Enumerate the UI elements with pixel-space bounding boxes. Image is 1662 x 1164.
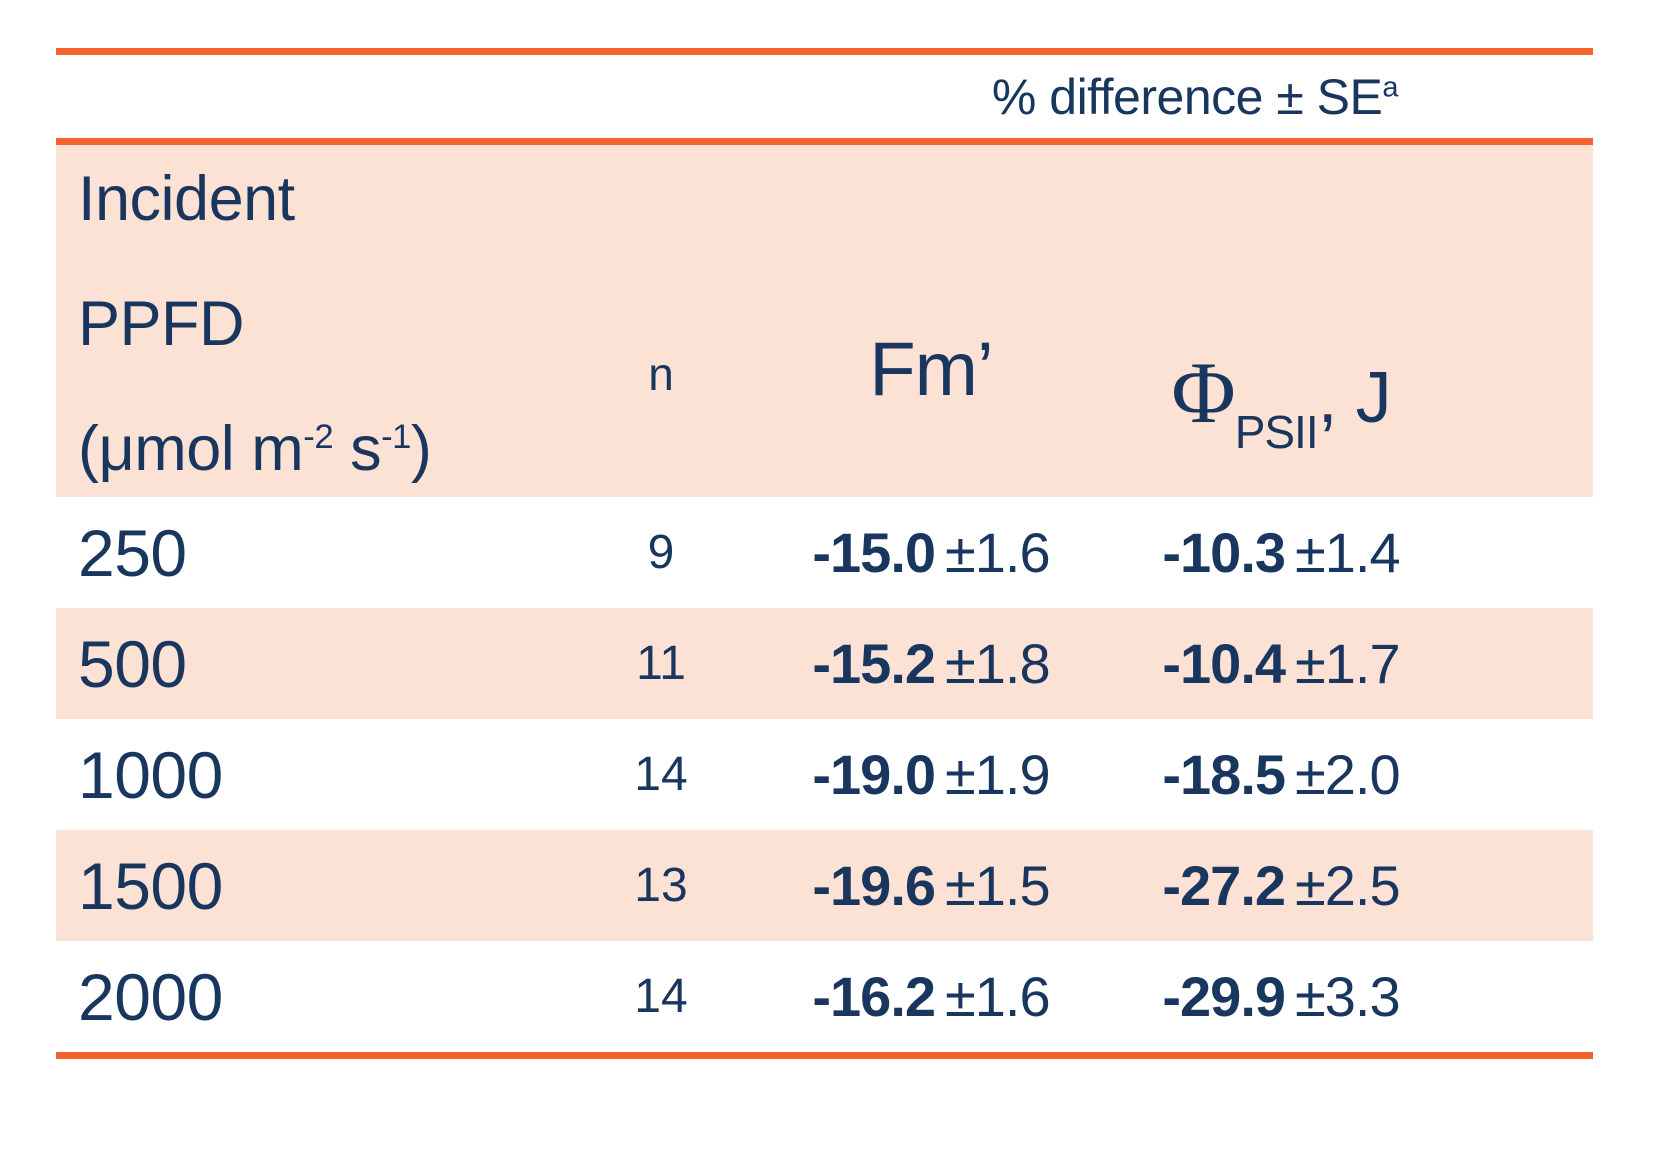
n-cell: 11 xyxy=(636,637,686,690)
mid-rule xyxy=(56,138,1593,145)
ppfd-cell: 250 xyxy=(78,515,187,590)
phi-value: -27.2 xyxy=(1162,854,1286,917)
unit-suffix: ) xyxy=(410,414,432,484)
fm-cell: -19.0 ±1.9 xyxy=(746,742,1116,807)
fm-cell: -15.2 ±1.8 xyxy=(746,631,1116,696)
table-row: 500 11 -15.2 ±1.8 -10.4 ±1.7 xyxy=(56,608,1593,719)
fm-column-header: Fm’ xyxy=(746,145,1116,497)
n-cell: 14 xyxy=(634,970,688,1023)
unit-superscript-minus1: -1 xyxy=(381,418,411,456)
ppfd-cell: 1000 xyxy=(78,737,223,812)
table-row: 2000 14 -16.2 ±1.6 -29.9 ±3.3 xyxy=(56,941,1593,1052)
fm-se: ±1.6 xyxy=(945,965,1051,1028)
unit-mid: s xyxy=(333,414,382,484)
incident-ppfd-header: Incident PPFD (μmol m-2 s-1) xyxy=(56,145,576,497)
n-label: n xyxy=(648,348,674,400)
table-row: 250 9 -15.0 ±1.6 -10.3 ±1.4 xyxy=(56,497,1593,608)
column-header-row: Incident PPFD (μmol m-2 s-1) n Fm’ ΦPSII… xyxy=(56,145,1593,497)
spanner-header-row: % difference ± SEa xyxy=(56,55,1593,138)
ppfd-cell: 500 xyxy=(78,626,187,701)
fm-label: Fm’ xyxy=(869,327,994,412)
phi-se: ±2.5 xyxy=(1295,854,1401,917)
ppfd-cell: 2000 xyxy=(78,959,223,1034)
phi-value: -18.5 xyxy=(1162,743,1286,806)
phi-subscript-psii: PSII xyxy=(1234,406,1319,458)
fm-value: -19.6 xyxy=(812,854,936,917)
phi-cell: -10.3 ±1.4 xyxy=(1116,520,1446,585)
ppfd-cell: 1500 xyxy=(78,848,223,923)
phi-psii-label: ΦPSII, J xyxy=(1171,350,1392,456)
fm-se: ±1.5 xyxy=(945,854,1051,917)
percent-difference-label: % difference ± SE xyxy=(991,68,1383,125)
fm-value: -16.2 xyxy=(812,965,936,1028)
unit-prefix: (μmol m xyxy=(78,414,304,484)
phi-suffix-j: , J xyxy=(1317,358,1392,438)
phi-cell: -10.4 ±1.7 xyxy=(1116,631,1446,696)
n-cell: 14 xyxy=(634,748,688,801)
phi-cell: -18.5 ±2.0 xyxy=(1116,742,1446,807)
incident-line: Incident xyxy=(78,164,295,234)
fm-cell: -15.0 ±1.6 xyxy=(746,520,1116,585)
fm-cell: -19.6 ±1.5 xyxy=(746,853,1116,918)
phi-value: -10.4 xyxy=(1162,632,1286,695)
fm-value: -15.0 xyxy=(812,521,936,584)
phi-psii-column-header: ΦPSII, J xyxy=(1116,145,1446,497)
fm-se: ±1.8 xyxy=(945,632,1051,695)
n-cell: 13 xyxy=(634,859,688,912)
phi-se: ±2.0 xyxy=(1295,743,1401,806)
phi-value: -10.3 xyxy=(1162,521,1286,584)
bottom-rule xyxy=(56,1052,1593,1059)
n-cell: 9 xyxy=(647,526,675,579)
table-row: 1500 13 -19.6 ±1.5 -27.2 ±2.5 xyxy=(56,830,1593,941)
percent-difference-header: % difference ± SEa xyxy=(991,68,1399,126)
phi-value: -29.9 xyxy=(1162,965,1286,1028)
ppfd-units-line: (μmol m-2 s-1) xyxy=(78,413,576,485)
fm-se: ±1.6 xyxy=(945,521,1051,584)
ppfd-line: PPFD xyxy=(78,289,245,359)
n-column-header: n xyxy=(576,145,746,497)
unit-superscript-minus2: -2 xyxy=(303,418,334,456)
table-row: 1000 14 -19.0 ±1.9 -18.5 ±2.0 xyxy=(56,719,1593,830)
footnote-marker-a: a xyxy=(1382,70,1398,103)
top-rule xyxy=(56,48,1593,55)
phi-cell: -29.9 ±3.3 xyxy=(1116,964,1446,1029)
fm-cell: -16.2 ±1.6 xyxy=(746,964,1116,1029)
phi-se: ±1.7 xyxy=(1295,632,1401,695)
fm-value: -19.0 xyxy=(812,743,936,806)
phi-se: ±1.4 xyxy=(1295,521,1401,584)
phi-symbol: Φ xyxy=(1171,345,1235,442)
phi-cell: -27.2 ±2.5 xyxy=(1116,853,1446,918)
fm-se: ±1.9 xyxy=(945,743,1051,806)
fm-value: -15.2 xyxy=(812,632,936,695)
phi-se: ±3.3 xyxy=(1295,965,1401,1028)
data-table: % difference ± SEa Incident PPFD (μmol m… xyxy=(56,48,1593,1059)
